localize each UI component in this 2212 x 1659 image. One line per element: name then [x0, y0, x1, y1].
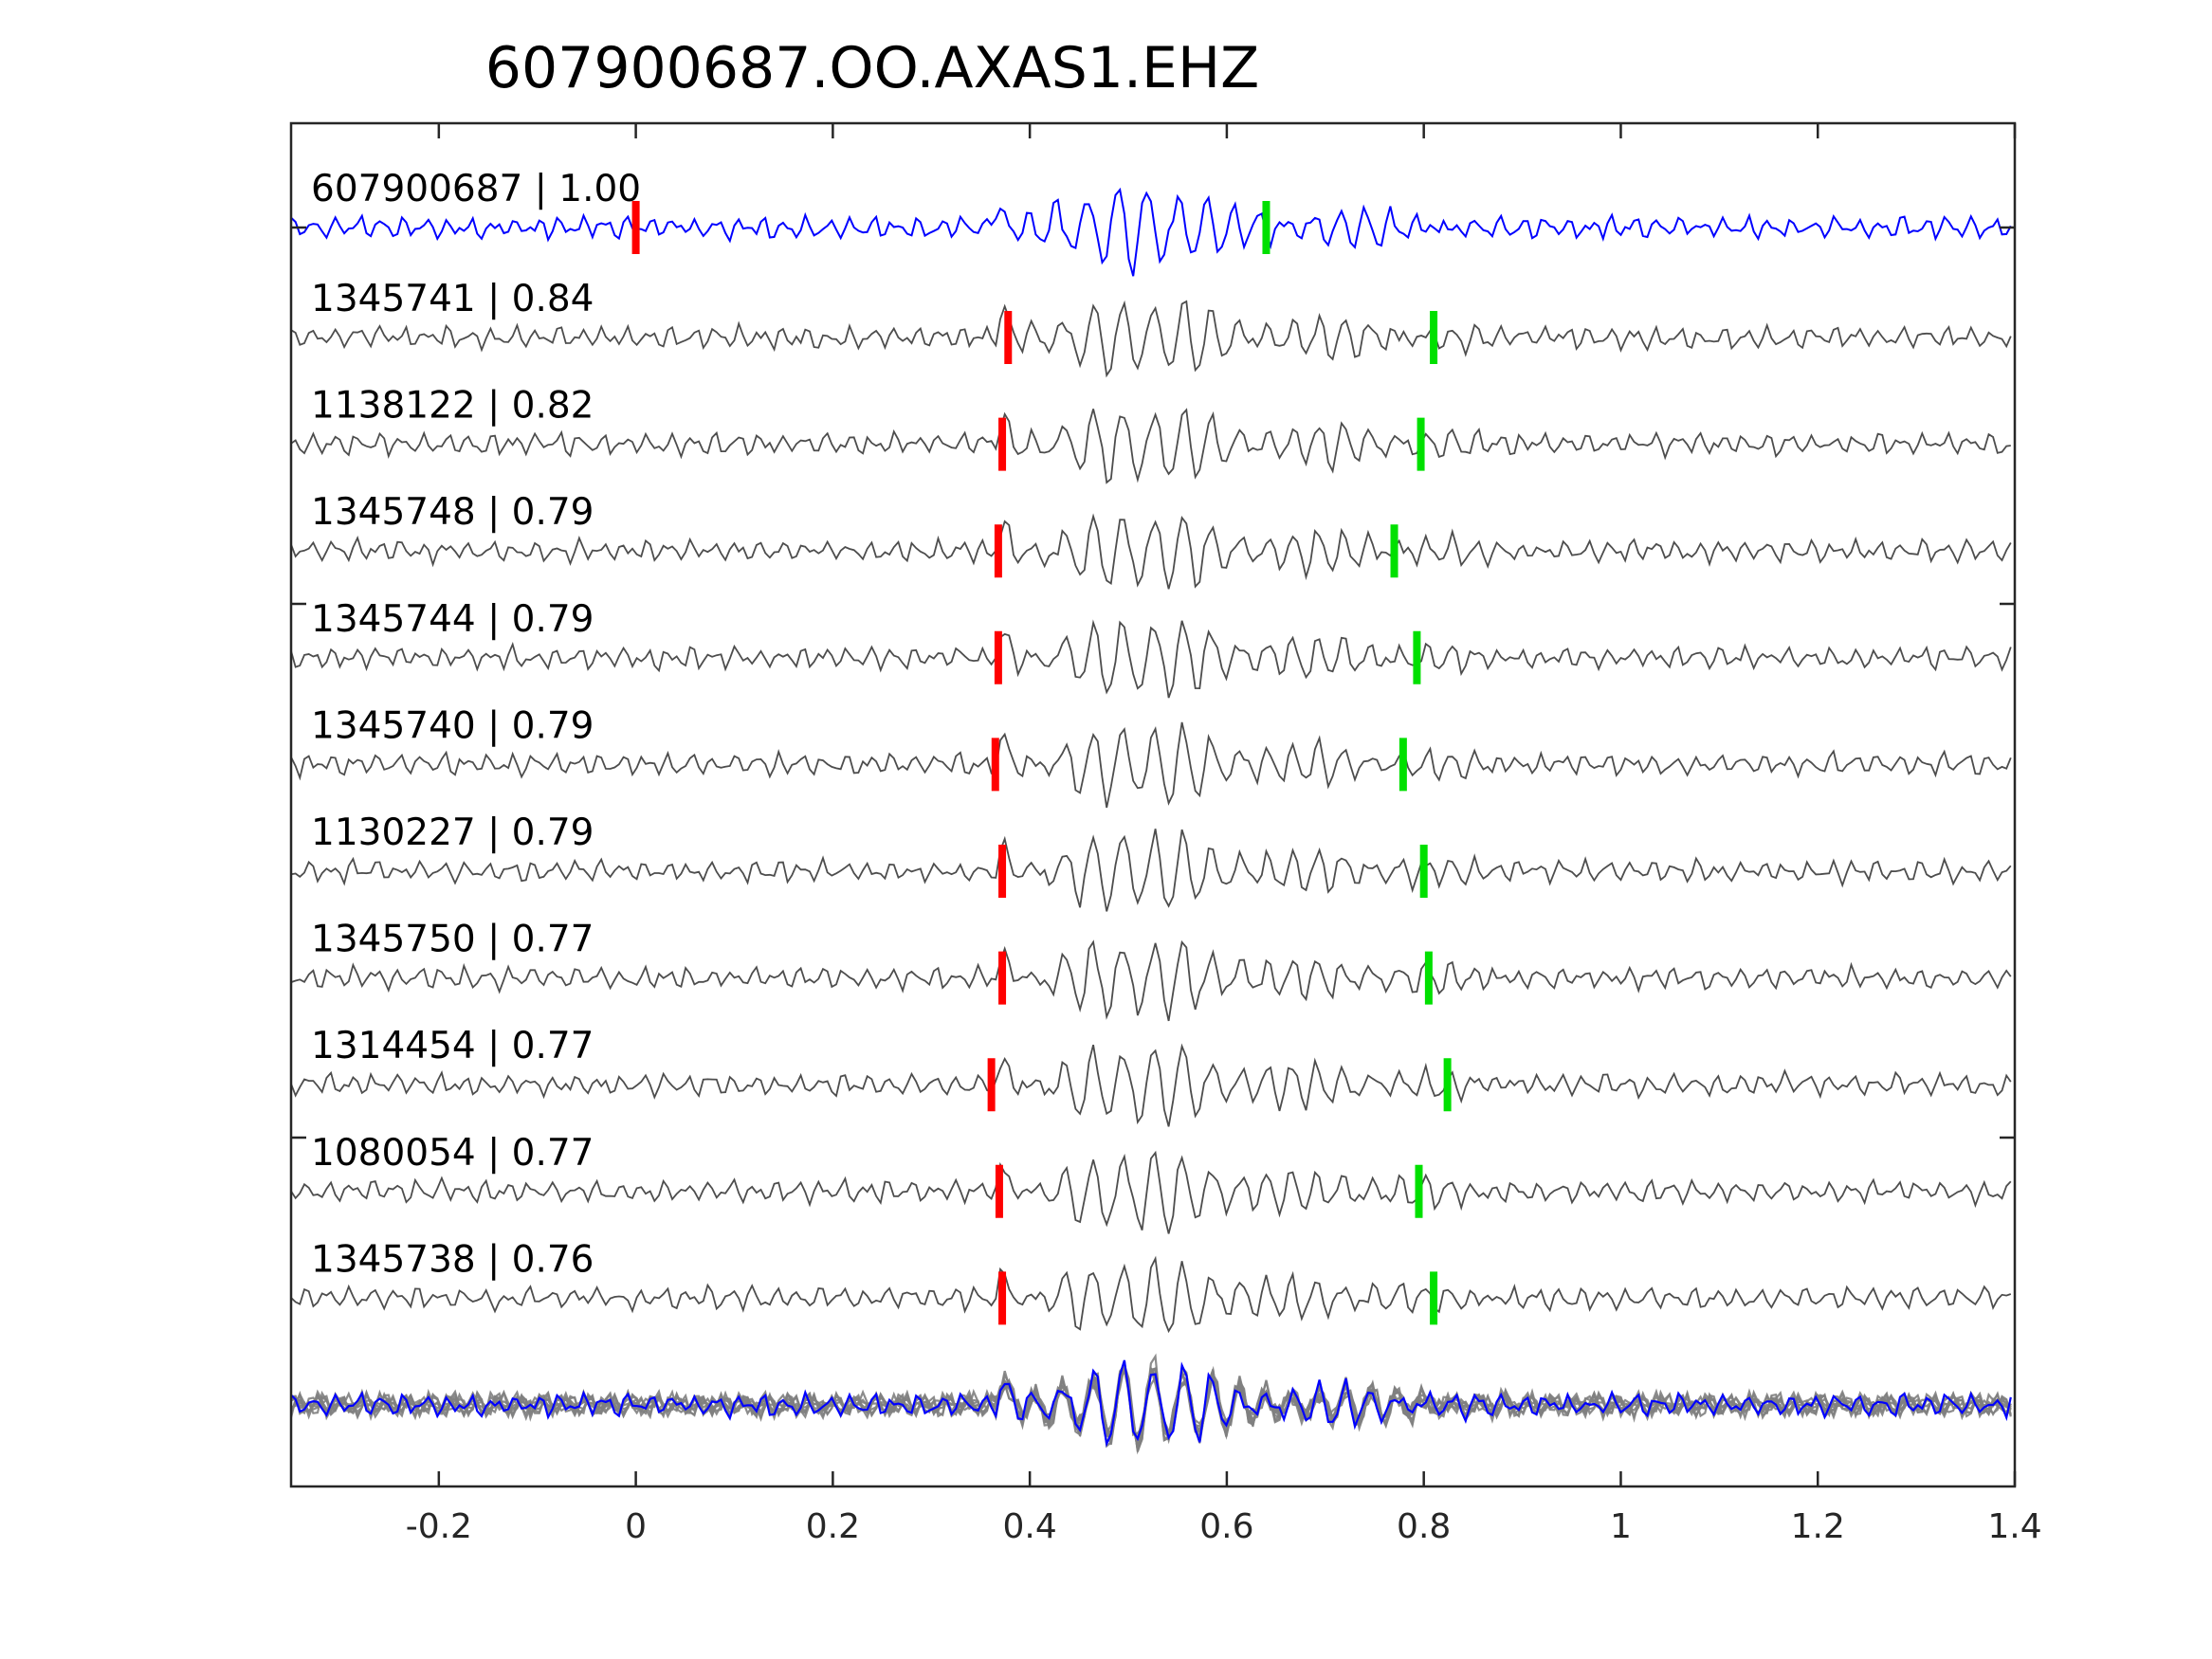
- trace-label-1345748: 1345748 | 0.79: [311, 491, 594, 534]
- trace-label-1345741: 1345741 | 0.84: [311, 278, 594, 320]
- trace-line-1345748: [290, 513, 2012, 590]
- trace-line-1345741: [290, 300, 2012, 378]
- trace-line-1314454: [290, 1043, 2012, 1127]
- x-tick-label: 0.6: [1199, 1507, 1253, 1546]
- x-tick-label: 1.2: [1791, 1507, 1845, 1546]
- pick-group: [631, 201, 1452, 1325]
- trace-line-607900687: [290, 187, 2012, 277]
- trace-label-1345740: 1345740 | 0.79: [311, 704, 594, 747]
- x-tick-label: 0.2: [806, 1507, 860, 1546]
- x-tick-label: 0.4: [1003, 1507, 1057, 1546]
- trace-label-607900687: 607900687 | 1.00: [311, 168, 641, 210]
- trace-label-1138122: 1138122 | 0.82: [311, 385, 594, 428]
- trace-label-1345738: 1345738 | 0.76: [311, 1238, 594, 1281]
- x-tick-label: -0.2: [406, 1507, 472, 1546]
- x-tick-label: 1: [1610, 1507, 1632, 1546]
- y-axis-ticks: [291, 226, 2015, 1139]
- trace-label-1345750: 1345750 | 0.77: [311, 919, 594, 961]
- trace-label-1080054: 1080054 | 0.77: [311, 1132, 594, 1175]
- trace-line-1080054: [290, 1150, 2012, 1234]
- trace-label-1314454: 1314454 | 0.77: [311, 1025, 594, 1067]
- trace-line-1138122: [290, 408, 2011, 484]
- trace-line-1345740: [290, 721, 2012, 809]
- trace-line-1345750: [290, 939, 2012, 1022]
- stack-template-trace: [290, 1359, 2012, 1448]
- trace-line-1345744: [290, 619, 2012, 699]
- x-tick-label: 1.4: [1987, 1507, 2041, 1546]
- x-tick-label: 0.8: [1397, 1507, 1451, 1546]
- trace-line-1130227: [290, 829, 2012, 912]
- x-axis: -0.2 0 0.2 0.4 0.6 0.8 1 1.2 1.4: [406, 123, 2042, 1546]
- trace-label-group: 607900687 | 1.00 1345741 | 0.84 1138122 | …: [311, 168, 641, 1281]
- trace-line-1345738: [290, 1255, 2012, 1334]
- trace-group: [289, 187, 2012, 1455]
- trace-label-1130227: 1130227 | 0.79: [311, 811, 594, 854]
- chart-title: 607900687.OO.AXAS1.EHZ: [485, 35, 1259, 101]
- trace-label-1345744: 1345744 | 0.79: [311, 598, 594, 641]
- x-tick-label: 0: [625, 1507, 647, 1546]
- plot-axes: [289, 121, 2017, 1488]
